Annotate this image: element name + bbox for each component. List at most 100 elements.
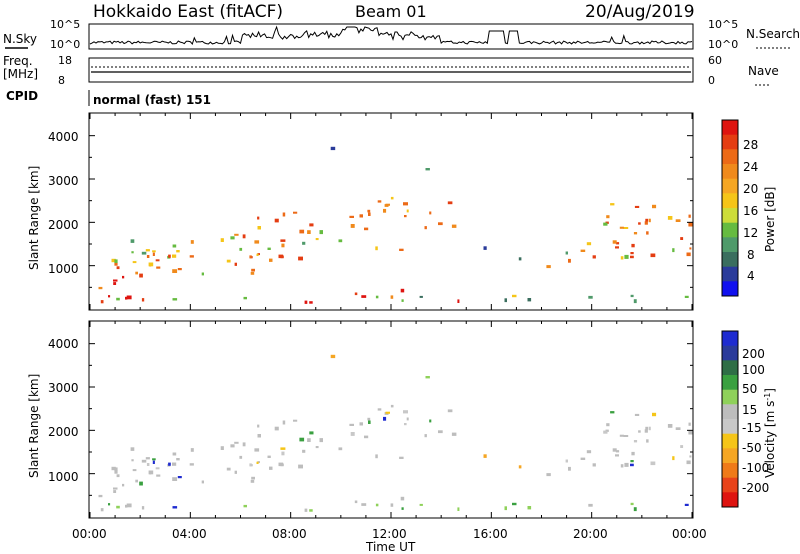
power-cell-9 — [139, 273, 143, 278]
velocity-cell-108 — [680, 445, 684, 448]
power-cell-91 — [399, 248, 404, 251]
velocity-cell-138 — [504, 506, 507, 511]
velocity-cbar-swatch-5 — [722, 404, 738, 420]
power-cell-55 — [267, 247, 271, 250]
velocity-cell-128 — [634, 413, 640, 416]
power-cell-75 — [302, 241, 306, 245]
velocity-cbar-swatch-1 — [722, 345, 738, 361]
vel-cbar-200: 200 — [742, 347, 765, 361]
power-cbar-16: 16 — [743, 204, 758, 218]
power-cell-17 — [100, 300, 104, 304]
power-cell-136 — [419, 295, 423, 298]
power-ytick-2000: 2000 — [48, 218, 79, 232]
xtick-end: 00:00 — [672, 527, 707, 541]
velocity-cell-137 — [457, 507, 460, 511]
power-cell-109 — [615, 242, 620, 245]
power-cell-99 — [592, 255, 596, 259]
velocity-cell-94 — [565, 459, 568, 463]
power-cell-149 — [400, 288, 405, 293]
power-cell-44 — [172, 254, 177, 258]
velocity-cell-80 — [390, 404, 394, 408]
velocity-cell-53 — [234, 441, 239, 444]
power-cell-32 — [230, 236, 235, 240]
velocity-cell-123 — [646, 439, 649, 443]
velocity-cell-54 — [239, 455, 243, 459]
velocity-cell-32 — [230, 444, 235, 448]
velocity-cell-122 — [615, 454, 619, 457]
velocity-cbar-swatch-8 — [722, 448, 738, 464]
power-cell-117 — [606, 215, 610, 219]
velocity-cell-67 — [299, 437, 305, 442]
power-cell-22 — [145, 249, 150, 252]
power-cell-105 — [648, 218, 651, 223]
vel-cbar-100: 100 — [742, 363, 765, 377]
power-cell-95 — [546, 265, 551, 269]
power-cell-131 — [375, 295, 379, 299]
velocity-cell-148 — [361, 503, 367, 506]
velocity-cell-18 — [141, 506, 145, 510]
xtick-0800: 08:00 — [272, 527, 307, 541]
power-cbar-8: 8 — [747, 248, 755, 262]
velocity-cell-33 — [172, 452, 177, 456]
velocity-cell-102 — [624, 462, 629, 467]
power-cell-47 — [250, 271, 255, 275]
x-axis: 00:00 04:00 08:00 12:00 16:00 20:00 00:0… — [72, 527, 707, 554]
velocity-cell-20 — [108, 503, 111, 506]
velocity-cbar-swatch-9 — [722, 463, 738, 479]
velocity-cell-92 — [518, 465, 522, 469]
vel-cbar-m200: -200 — [742, 481, 769, 495]
velocity-cell-16 — [113, 490, 117, 493]
velocity-cell-110 — [688, 422, 691, 426]
power-cell-19 — [122, 275, 125, 279]
power-panel: 4000 3000 2000 1000 Slant Range [km] 28 … — [27, 112, 777, 311]
velocity-cell-70 — [257, 434, 261, 438]
vel-ytick-2000: 2000 — [48, 425, 79, 439]
power-cell-7 — [146, 255, 150, 258]
velocity-cbar-swatch-4 — [722, 389, 738, 405]
velocity-cell-127 — [645, 426, 649, 430]
velocity-cell-45 — [249, 463, 252, 467]
power-cell-28 — [130, 239, 135, 243]
power-cbar-swatch-7 — [722, 222, 738, 238]
power-colorbar — [722, 120, 738, 297]
velocity-cell-68 — [368, 420, 371, 424]
vel-ytick-1000: 1000 — [48, 470, 79, 484]
power-cell-97 — [580, 249, 586, 252]
velocity-cbar-swatch-2 — [722, 360, 738, 376]
nsky-tick-bottom: 10^0 — [50, 38, 80, 51]
velocity-cell-39 — [168, 462, 171, 466]
power-cell-92 — [518, 257, 522, 261]
power-cell-24 — [152, 250, 156, 253]
velocity-cell-152 — [330, 354, 336, 359]
power-cell-85 — [383, 208, 387, 213]
power-cell-79 — [404, 215, 407, 218]
velocity-cell-130 — [652, 412, 657, 417]
power-cell-42 — [234, 262, 237, 266]
power-cell-36 — [226, 259, 231, 263]
power-cell-16 — [113, 282, 117, 285]
power-cell-21 — [98, 286, 103, 290]
velocity-cell-55 — [267, 455, 271, 458]
velocity-cell-76 — [438, 430, 443, 434]
velocity-cell-101 — [688, 430, 693, 435]
velocity-cell-87 — [424, 434, 427, 438]
power-cell-139 — [527, 298, 532, 302]
power-cell-112 — [686, 252, 691, 257]
nsky-label: N.Sky — [3, 32, 37, 46]
xtick-1200: 12:00 — [372, 527, 407, 541]
velocity-cell-103 — [633, 440, 638, 443]
power-cell-49 — [278, 254, 284, 259]
power-cbar-swatch-6 — [722, 208, 738, 224]
power-cell-121 — [612, 240, 617, 244]
velocity-cell-125 — [638, 430, 641, 433]
power-cell-71 — [319, 230, 323, 235]
power-cell-18 — [141, 298, 145, 302]
power-cell-113 — [667, 216, 673, 220]
velocity-cell-3 — [111, 466, 116, 471]
vel-cbar-m100: -100 — [742, 461, 769, 475]
power-cell-25 — [141, 251, 147, 255]
power-cell-152 — [330, 146, 336, 151]
power-cell-86 — [385, 203, 390, 206]
velocity-cbar-swatch-3 — [722, 375, 738, 391]
